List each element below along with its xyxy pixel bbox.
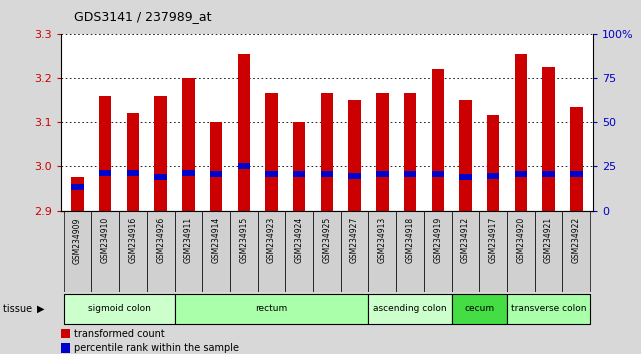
Text: GSM234914: GSM234914 xyxy=(212,217,221,263)
Bar xyxy=(258,211,285,292)
Text: GSM234926: GSM234926 xyxy=(156,217,165,263)
Text: GSM234916: GSM234916 xyxy=(128,217,137,263)
Bar xyxy=(376,171,388,177)
Bar xyxy=(369,211,396,292)
Text: GSM234925: GSM234925 xyxy=(322,217,331,263)
Text: rectum: rectum xyxy=(255,304,288,313)
Text: GSM234913: GSM234913 xyxy=(378,217,387,263)
Text: cecum: cecum xyxy=(464,304,494,313)
Bar xyxy=(238,163,250,169)
Bar xyxy=(479,211,507,292)
Bar xyxy=(210,171,222,177)
Text: percentile rank within the sample: percentile rank within the sample xyxy=(74,343,239,353)
Bar xyxy=(515,53,527,211)
Bar xyxy=(341,211,369,292)
Text: GSM234909: GSM234909 xyxy=(73,217,82,263)
Bar xyxy=(293,122,305,211)
Bar xyxy=(238,53,250,211)
Bar xyxy=(320,171,333,177)
Bar xyxy=(313,211,341,292)
Bar xyxy=(61,329,71,338)
Text: GSM234919: GSM234919 xyxy=(433,217,442,263)
Bar xyxy=(210,122,222,211)
Bar xyxy=(396,211,424,292)
Bar xyxy=(542,67,555,211)
Text: tissue: tissue xyxy=(3,304,35,314)
Bar xyxy=(182,78,195,211)
Bar xyxy=(92,211,119,292)
Bar xyxy=(349,100,361,211)
Bar xyxy=(507,211,535,292)
Text: GSM234922: GSM234922 xyxy=(572,217,581,263)
Bar xyxy=(404,93,416,211)
Text: sigmoid colon: sigmoid colon xyxy=(88,304,151,313)
Bar xyxy=(542,171,555,177)
Bar xyxy=(285,211,313,292)
Bar xyxy=(320,93,333,211)
Text: transformed count: transformed count xyxy=(74,329,165,339)
Bar xyxy=(265,93,278,211)
Bar xyxy=(459,174,472,180)
Bar xyxy=(535,211,562,292)
Bar xyxy=(431,171,444,177)
Bar xyxy=(515,171,527,177)
Bar xyxy=(265,171,278,177)
Bar xyxy=(119,211,147,292)
Text: GSM234920: GSM234920 xyxy=(517,217,526,263)
Bar xyxy=(487,115,499,211)
Bar xyxy=(452,211,479,292)
Bar xyxy=(452,294,507,324)
Text: GSM234927: GSM234927 xyxy=(350,217,359,263)
Text: GSM234921: GSM234921 xyxy=(544,217,553,263)
Text: GSM234912: GSM234912 xyxy=(461,217,470,263)
Text: GSM234917: GSM234917 xyxy=(488,217,497,263)
Bar xyxy=(99,170,112,176)
Bar xyxy=(174,211,202,292)
Text: ascending colon: ascending colon xyxy=(373,304,447,313)
Bar xyxy=(376,93,388,211)
Text: GDS3141 / 237989_at: GDS3141 / 237989_at xyxy=(74,10,212,23)
Bar xyxy=(349,173,361,179)
Bar xyxy=(202,211,230,292)
Bar xyxy=(570,107,583,211)
Bar xyxy=(61,343,71,353)
Bar xyxy=(424,211,452,292)
Text: transverse colon: transverse colon xyxy=(511,304,587,313)
Bar xyxy=(487,173,499,179)
Bar xyxy=(63,211,92,292)
Text: GSM234915: GSM234915 xyxy=(239,217,248,263)
Bar xyxy=(404,171,416,177)
Bar xyxy=(562,211,590,292)
Bar xyxy=(570,171,583,177)
Bar xyxy=(369,294,452,324)
Text: GSM234923: GSM234923 xyxy=(267,217,276,263)
Bar xyxy=(99,96,112,211)
Bar xyxy=(127,170,139,176)
Bar xyxy=(154,96,167,211)
Bar xyxy=(147,211,174,292)
Bar xyxy=(182,170,195,176)
Text: GSM234918: GSM234918 xyxy=(406,217,415,263)
Bar xyxy=(154,174,167,180)
Bar xyxy=(431,69,444,211)
Bar xyxy=(127,113,139,211)
Bar xyxy=(71,184,84,190)
Bar xyxy=(293,171,305,177)
Text: ▶: ▶ xyxy=(37,304,45,314)
Bar xyxy=(63,294,174,324)
Bar xyxy=(230,211,258,292)
Bar xyxy=(71,177,84,211)
Bar xyxy=(507,294,590,324)
Text: GSM234910: GSM234910 xyxy=(101,217,110,263)
Bar xyxy=(459,100,472,211)
Text: GSM234924: GSM234924 xyxy=(295,217,304,263)
Text: GSM234911: GSM234911 xyxy=(184,217,193,263)
Bar xyxy=(174,294,369,324)
